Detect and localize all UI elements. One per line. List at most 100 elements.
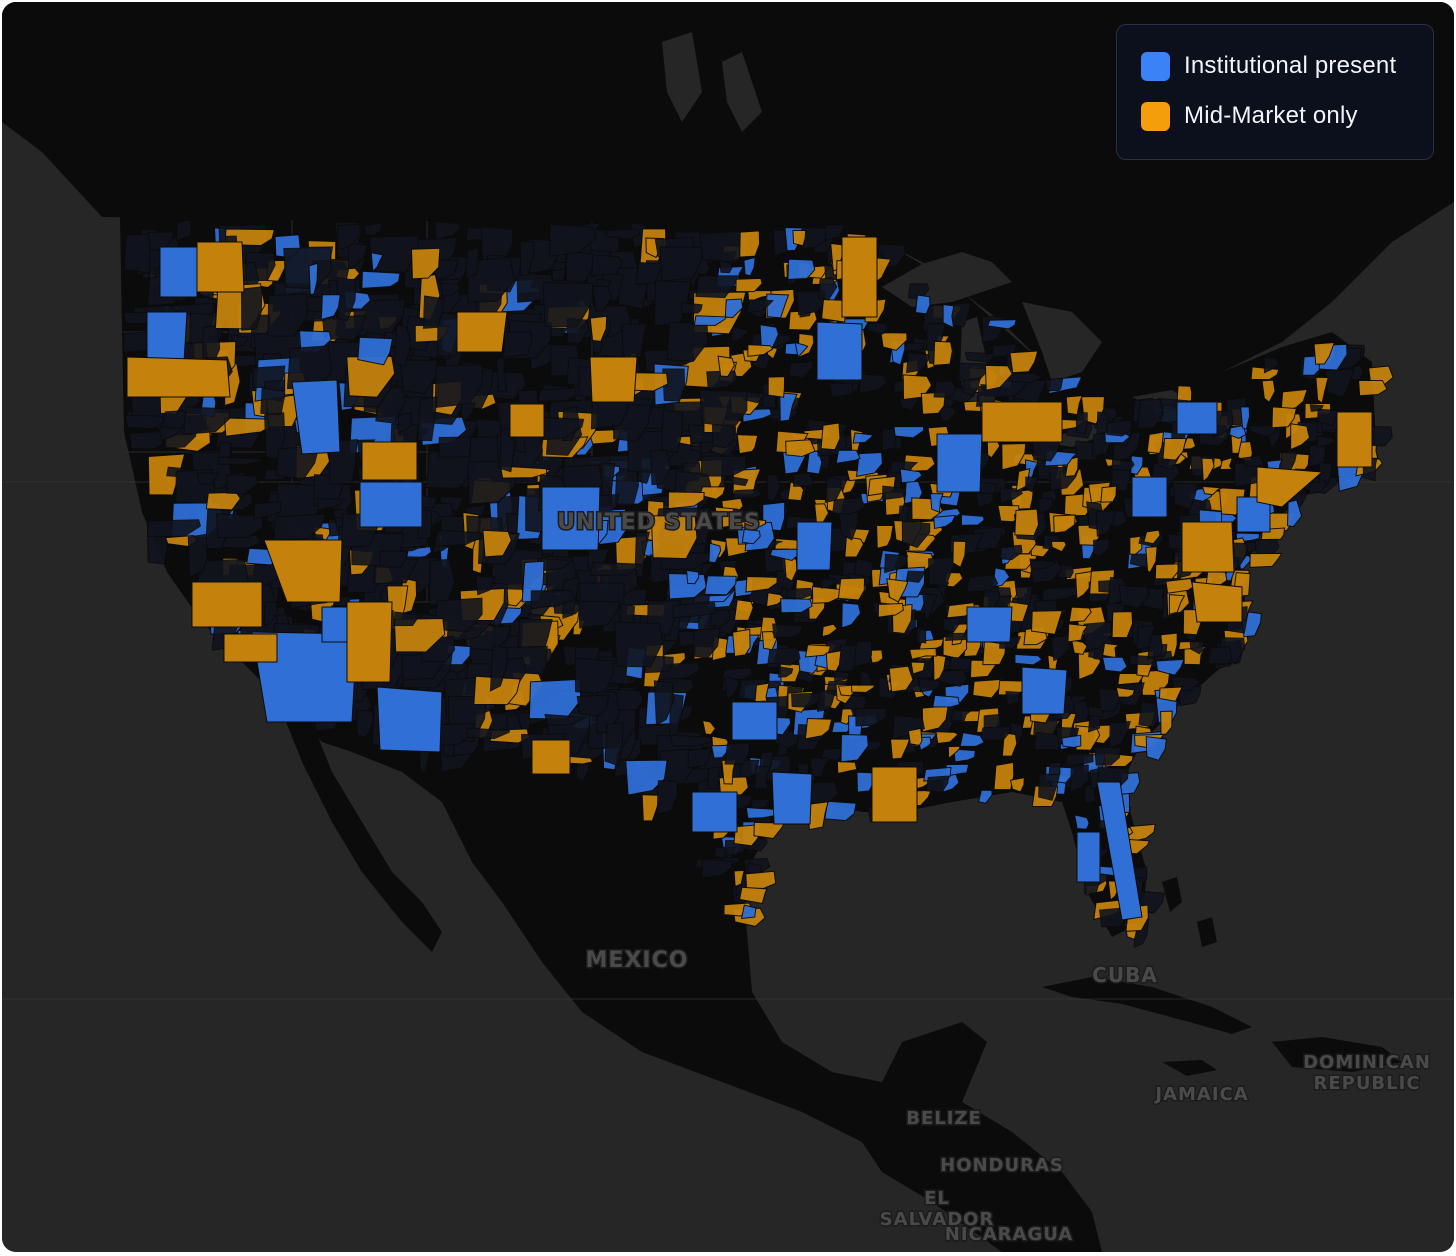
region-shape <box>1160 710 1173 736</box>
region-shape <box>1044 378 1064 392</box>
region-shape <box>868 649 884 664</box>
label-honduras: HONDURAS <box>940 1155 1064 1176</box>
region-shape <box>1316 435 1335 448</box>
legend-item-institutional[interactable]: Institutional present <box>1141 51 1433 81</box>
region-shape <box>428 558 456 606</box>
region-shape <box>1095 510 1117 537</box>
region-shape <box>932 694 960 708</box>
region-shape <box>837 577 866 601</box>
region-shape <box>836 760 858 775</box>
region-layer <box>122 218 1394 948</box>
region-shape <box>745 806 777 819</box>
legend-item-mid-market[interactable]: Mid-Market only <box>1141 101 1433 131</box>
region-shape <box>283 247 332 290</box>
region-shape <box>621 323 648 358</box>
region-shape <box>440 282 461 297</box>
legend-label-mid-market: Mid-Market only <box>1184 102 1358 129</box>
region-shape <box>669 693 684 737</box>
region-shape <box>1068 606 1092 623</box>
region-shape <box>793 472 815 487</box>
region-mid-market <box>456 311 508 353</box>
region-shape <box>1219 456 1234 471</box>
region-shape <box>935 731 959 745</box>
region-shape <box>738 759 760 778</box>
region-shape <box>434 220 461 240</box>
region-mid-market <box>589 356 638 403</box>
region-shape <box>916 628 927 644</box>
region-shape <box>907 727 923 746</box>
legend-swatch-mid-market <box>1141 101 1170 131</box>
region-shape <box>218 441 233 458</box>
region-shape <box>1241 455 1264 467</box>
region-shape <box>399 359 438 395</box>
region-shape <box>733 599 754 621</box>
region-shape <box>1229 424 1247 439</box>
label-nicaragua: NICARAGUA <box>945 1224 1073 1245</box>
region-mid-market <box>1181 521 1235 573</box>
region-shape <box>1247 425 1278 437</box>
region-shape <box>853 558 874 579</box>
region-shape <box>950 708 971 722</box>
region-mid-market <box>981 401 1063 443</box>
region-shape <box>1263 356 1280 374</box>
region-shape <box>833 670 852 683</box>
region-institutional <box>796 521 833 571</box>
region-shape <box>785 587 814 599</box>
legend-label-institutional: Institutional present <box>1184 52 1397 79</box>
region-shape <box>659 246 703 282</box>
region-shape <box>1146 431 1164 455</box>
region-shape <box>739 230 761 258</box>
region-shape <box>706 766 720 790</box>
region-mid-market <box>346 601 393 683</box>
region-shape <box>817 689 837 712</box>
region-shape <box>465 247 479 280</box>
region-institutional <box>146 311 188 363</box>
region-shape <box>1358 379 1388 397</box>
region-shape <box>824 800 857 822</box>
region-mid-market <box>191 581 263 628</box>
region-mid-market <box>871 766 918 823</box>
region-shape <box>948 656 972 671</box>
region-mid-market <box>1191 581 1243 623</box>
region-shape <box>662 368 685 402</box>
region-institutional <box>691 791 738 833</box>
region-shape <box>907 283 930 300</box>
region-shape <box>792 229 807 247</box>
cuba-land <box>1042 977 1252 1034</box>
region-mid-market <box>841 236 878 318</box>
region-shape <box>743 256 756 277</box>
region-shape <box>635 261 664 286</box>
region-shape <box>1147 633 1163 660</box>
region-institutional <box>1076 831 1101 883</box>
region-shape <box>761 631 778 651</box>
region-shape <box>1001 732 1018 757</box>
region-shape <box>804 717 833 740</box>
region-institutional <box>1021 666 1068 715</box>
region-shape <box>129 431 164 450</box>
region-shape <box>1098 687 1122 713</box>
region-shape <box>1025 476 1040 493</box>
region-shape <box>928 556 958 587</box>
region-shape <box>876 525 894 550</box>
region-shape <box>1279 450 1298 473</box>
region-institutional <box>731 701 778 741</box>
region-shape <box>908 647 937 660</box>
label-jamaica: JAMAICA <box>1153 1084 1248 1105</box>
region-institutional <box>936 433 983 493</box>
region-shape <box>754 765 772 790</box>
region-shape <box>1100 485 1117 503</box>
region-shape <box>1053 514 1076 534</box>
region-shape <box>964 351 996 363</box>
region-shape <box>175 218 192 241</box>
region-shape <box>701 719 717 736</box>
hispaniola-land <box>1272 1037 1402 1072</box>
region-shape <box>740 904 757 920</box>
region-shape <box>519 241 535 277</box>
region-shape <box>1250 366 1280 381</box>
legend-swatch-institutional <box>1141 51 1170 81</box>
region-shape <box>692 627 721 660</box>
region-shape <box>124 414 166 430</box>
region-shape <box>1101 656 1128 673</box>
